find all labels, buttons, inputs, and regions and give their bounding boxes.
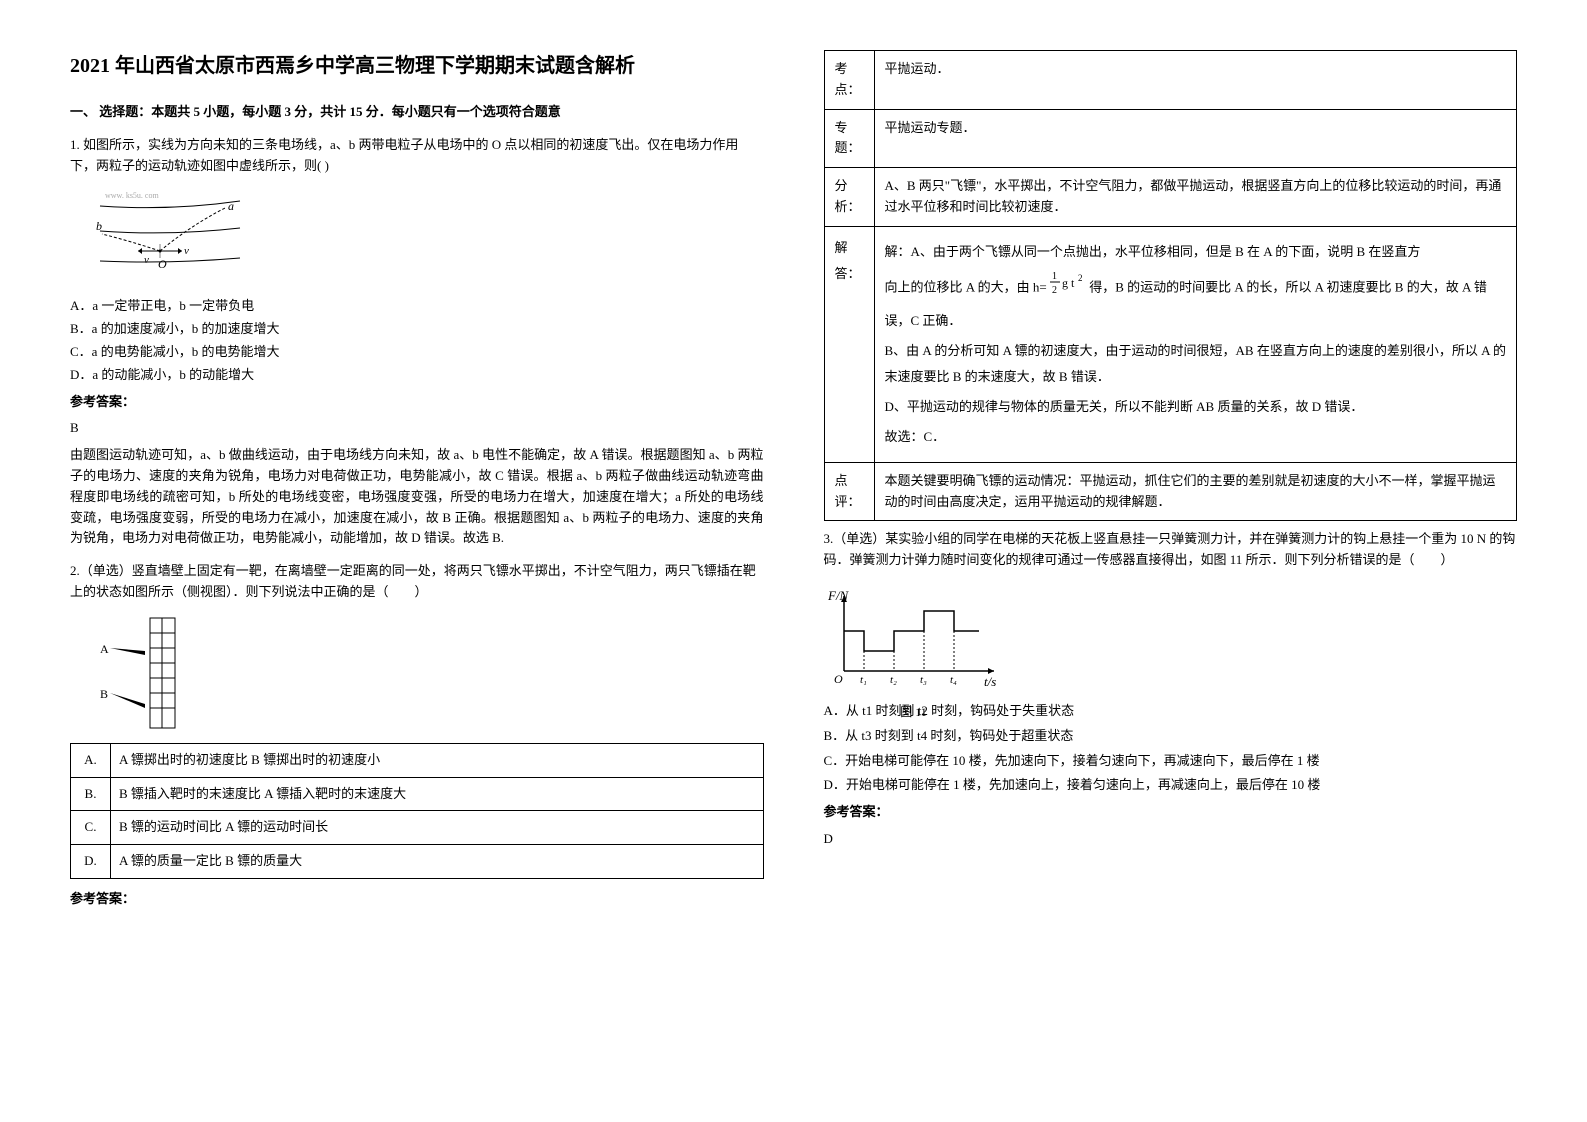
table-row: 考点： 平抛运动．	[824, 51, 1517, 110]
q3-opt-b: B．从 t3 时刻到 t4 时刻，钩码处于超重状态	[824, 726, 1518, 747]
q2-row-c-text: B 镖的运动时间比 A 镖的运动时间长	[111, 811, 764, 845]
sol-p3: B、由 A 的分析可知 A 镖的初速度大，由于运动的时间很短，AB 在竖直方向上…	[885, 338, 1507, 390]
sol-row-text: A、B 两只"飞镖"，水平掷出，不计空气阻力，都做平抛运动，根据竖直方向上的位移…	[874, 168, 1517, 227]
table-row: D. A 镖的质量一定比 B 镖的质量大	[71, 845, 764, 879]
sol-p2: 向上的位移比 A 的大，由 h= 1 2 g t 2 得，B 的运动的时间要比 …	[885, 269, 1507, 334]
q3-stem: 3.（单选）某实验小组的同学在电梯的天花板上竖直悬挂一只弹簧测力计，并在弹簧测力…	[824, 529, 1518, 571]
q1-stem: 1. 如图所示，实线为方向未知的三条电场线，a、b 两带电粒子从电场中的 O 点…	[70, 135, 764, 177]
sol-row-text: 本题关键要明确飞镖的运动情况：平抛运动，抓住它们的主要的差别就是初速度的大小不一…	[874, 462, 1517, 521]
svg-text:t₁: t₁	[860, 674, 867, 686]
q1-answer: B	[70, 418, 764, 439]
svg-text:O: O	[158, 257, 167, 271]
section-heading: 一、 选择题：本题共 5 小题，每小题 3 分，共计 15 分．每小题只有一个选…	[70, 102, 764, 123]
sol-row-text: 平抛运动专题．	[874, 109, 1517, 168]
q3-opt-d: D．开始电梯可能停在 1 楼，先加速向上，接着匀速向上，再减速向上，最后停在 1…	[824, 775, 1518, 796]
q1-field-diagram: www. ks5u. com a b O v v	[90, 186, 250, 286]
svg-text:2: 2	[1078, 273, 1083, 283]
sol-row-label: 专题：	[824, 109, 874, 168]
svg-text:A: A	[100, 642, 109, 656]
svg-text:1: 1	[1052, 271, 1057, 282]
question-3: 3.（单选）某实验小组的同学在电梯的天花板上竖直悬挂一只弹簧测力计，并在弹簧测力…	[824, 529, 1518, 849]
q2-answer-label: 参考答案：	[70, 889, 764, 910]
q2-row-d-label: D.	[71, 845, 111, 879]
svg-text:t₃: t₃	[920, 674, 927, 686]
q3-answer-label: 参考答案：	[824, 802, 1518, 823]
x-axis-label: t/s	[984, 674, 996, 689]
q3-chart: F/N t/s O t₁ t₂ t₃ t₄ 图 11	[824, 586, 1004, 686]
q2-row-a-text: A 镖掷出时的初速度比 B 镖掷出时的初速度小	[111, 743, 764, 777]
sol-row-text: 解：A、由于两个飞镖从同一个点抛出，水平位移相同，但是 B 在 A 的下面，说明…	[874, 226, 1517, 462]
q1-opt-a: A．a 一定带正电，b 一定带负电	[70, 296, 764, 317]
q2-row-b-label: B.	[71, 777, 111, 811]
q3-opt-a: A．从 t1 时刻到 t2 时刻，钩码处于失重状态	[824, 701, 1518, 722]
svg-text:b: b	[96, 219, 102, 233]
q2-row-b-text: B 镖插入靶时的末速度比 A 镖插入靶时的末速度大	[111, 777, 764, 811]
q1-opt-c: C．a 的电势能减小，b 的电势能增大	[70, 342, 764, 363]
svg-text:t₂: t₂	[890, 674, 897, 686]
y-axis-label: F/N	[827, 588, 850, 603]
table-row: 分析： A、B 两只"飞镖"，水平掷出，不计空气阻力，都做平抛运动，根据竖直方向…	[824, 168, 1517, 227]
table-row: B. B 镖插入靶时的末速度比 A 镖插入靶时的末速度大	[71, 777, 764, 811]
q2-stem: 2.（单选）竖直墙壁上固定有一靶，在离墙壁一定距离的同一处，将两只飞镖水平掷出，…	[70, 561, 764, 603]
table-row: 点评： 本题关键要明确飞镖的运动情况：平抛运动，抓住它们的主要的差别就是初速度的…	[824, 462, 1517, 521]
question-1: 1. 如图所示，实线为方向未知的三条电场线，a、b 两带电粒子从电场中的 O 点…	[70, 135, 764, 549]
formula-half-g-t-squared: 1 2 g t 2	[1050, 269, 1086, 308]
sol-row-label: 分析：	[824, 168, 874, 227]
q3-options: A．从 t1 时刻到 t2 时刻，钩码处于失重状态 B．从 t3 时刻到 t4 …	[824, 701, 1518, 796]
q3-opt-c: C．开始电梯可能停在 10 楼，先加速向下，接着匀速向下，再减速向下，最后停在 …	[824, 751, 1518, 772]
question-2: 2.（单选）竖直墙壁上固定有一靶，在离墙壁一定距离的同一处，将两只飞镖水平掷出，…	[70, 561, 764, 910]
sol-p2a: 向上的位移比 A 的大，由 h=	[885, 279, 1047, 294]
svg-text:v: v	[184, 245, 189, 257]
watermark-text: www. ks5u. com	[105, 191, 159, 200]
svg-text:t₄: t₄	[950, 674, 957, 686]
sol-p4: D、平抛运动的规律与物体的质量无关，所以不能判断 AB 质量的关系，故 D 错误…	[885, 394, 1507, 420]
q1-answer-label: 参考答案：	[70, 392, 764, 413]
table-row: A. A 镖掷出时的初速度比 B 镖掷出时的初速度小	[71, 743, 764, 777]
q1-explanation: 由题图运动轨迹可知，a、b 做曲线运动，由于电场线方向未知，故 a、b 电性不能…	[70, 445, 764, 549]
table-row: C. B 镖的运动时间比 A 镖的运动时间长	[71, 811, 764, 845]
q2-row-d-text: A 镖的质量一定比 B 镖的质量大	[111, 845, 764, 879]
sol-p5: 故选：C．	[885, 424, 1507, 450]
svg-text:B: B	[100, 687, 108, 701]
sol-row-label: 考点：	[824, 51, 874, 110]
sol-row-label: 解答：	[824, 226, 874, 462]
sol-row-text: 平抛运动．	[874, 51, 1517, 110]
svg-text:2: 2	[1052, 285, 1057, 296]
svg-text:v: v	[144, 254, 149, 266]
page-title: 2021 年山西省太原市西焉乡中学高三物理下学期期末试题含解析	[70, 50, 764, 82]
q2-options-table: A. A 镖掷出时的初速度比 B 镖掷出时的初速度小 B. B 镖插入靶时的末速…	[70, 743, 764, 879]
q3-answer: D	[824, 829, 1518, 850]
sol-row-label: 点评：	[824, 462, 874, 521]
q1-opt-d: D．a 的动能减小，b 的动能增大	[70, 365, 764, 386]
svg-text:O: O	[834, 672, 843, 686]
table-row: 专题： 平抛运动专题．	[824, 109, 1517, 168]
sol-p1: 解：A、由于两个飞镖从同一个点抛出，水平位移相同，但是 B 在 A 的下面，说明…	[885, 239, 1507, 265]
q1-opt-b: B．a 的加速度减小，b 的加速度增大	[70, 319, 764, 340]
svg-text:g t: g t	[1062, 276, 1075, 290]
q2-row-a-label: A.	[71, 743, 111, 777]
svg-text:a: a	[228, 199, 234, 213]
q2-dart-diagram: A B	[90, 613, 190, 733]
table-row: 解答： 解：A、由于两个飞镖从同一个点抛出，水平位移相同，但是 B 在 A 的下…	[824, 226, 1517, 462]
q1-options: A．a 一定带正电，b 一定带负电 B．a 的加速度减小，b 的加速度增大 C．…	[70, 296, 764, 385]
q2-row-c-label: C.	[71, 811, 111, 845]
q2-solution-table: 考点： 平抛运动． 专题： 平抛运动专题． 分析： A、B 两只"飞镖"，水平掷…	[824, 50, 1518, 521]
